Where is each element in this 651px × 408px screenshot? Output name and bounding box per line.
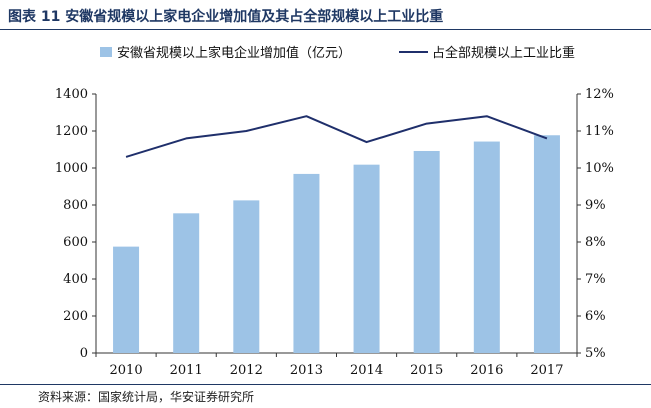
- y-left-tick-label: 800: [63, 198, 88, 213]
- chart-title: 图表 11 安徽省规模以上家电企业增加值及其占全部规模以上工业比重: [8, 9, 444, 25]
- bar-2013: [293, 173, 320, 353]
- y-left-tick-label: 400: [63, 272, 88, 287]
- line-series: [125, 115, 548, 158]
- y-left-tick-label: 1000: [55, 161, 88, 176]
- legend-label-line: 占全部规模以上工业比重: [432, 45, 575, 61]
- combo-chart: 安徽省规模以上家电企业增加值（亿元） 占全部规模以上工业比重 0 200 400 600…: [55, 45, 614, 378]
- y-right-tick-label: 9%: [585, 198, 606, 213]
- y-left-tick-label: 0: [80, 346, 88, 361]
- bar-2011: [173, 213, 200, 353]
- x-tick-label: 2013: [290, 363, 323, 378]
- x-tick-label: 2015: [410, 363, 443, 378]
- bar-2017: [533, 135, 560, 353]
- x-tick-label: 2016: [470, 363, 503, 378]
- bar-2014: [353, 164, 380, 353]
- source-divider: [0, 384, 651, 385]
- y-right-tick-label: 12%: [585, 87, 614, 102]
- y-right-tick-label: 11%: [585, 124, 614, 139]
- x-tick-label: 2012: [230, 363, 263, 378]
- bar-series: [113, 135, 560, 353]
- y-right-tick-label: 10%: [585, 161, 614, 176]
- title-divider: [0, 29, 651, 30]
- chart-legend: 安徽省规模以上家电企业增加值（亿元） 占全部规模以上工业比重: [100, 45, 575, 61]
- bar-2012: [233, 200, 260, 353]
- legend-swatch-bar: [100, 47, 112, 57]
- bar-2010: [113, 246, 140, 353]
- y-left-tick-label: 600: [63, 235, 88, 250]
- y-left-tick-label: 1200: [55, 124, 88, 139]
- y-right-tick-label: 6%: [585, 309, 606, 324]
- y-right-tick-label: 7%: [585, 272, 606, 287]
- x-tick-label: 2017: [530, 363, 563, 378]
- x-tick-label: 2010: [110, 363, 143, 378]
- y-left-tick-label: 1400: [55, 87, 88, 102]
- bar-2015: [413, 150, 440, 353]
- y-right-tick-label: 8%: [585, 235, 606, 250]
- x-tick-label: 2011: [170, 363, 203, 378]
- share-line: [125, 115, 548, 158]
- legend-label-bar: 安徽省规模以上家电企业增加值（亿元）: [117, 45, 351, 61]
- source-note: 资料来源：国家统计局，华安证券研究所: [38, 390, 255, 404]
- bar-2016: [473, 141, 500, 353]
- y-left-tick-label: 200: [63, 309, 88, 324]
- y-right-tick-label: 5%: [585, 346, 606, 361]
- x-tick-label: 2014: [350, 363, 383, 378]
